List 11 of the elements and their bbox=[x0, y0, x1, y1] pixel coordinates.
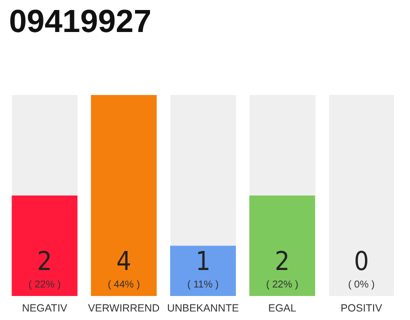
chart-title: 09419927 bbox=[9, 3, 152, 39]
x-tick-label: EGAL bbox=[268, 302, 296, 314]
x-tick-label: VERWIRREND bbox=[88, 302, 160, 314]
x-tick-label: NEGATIV bbox=[22, 302, 68, 314]
data-label: 1 ( 11% ) bbox=[187, 247, 219, 290]
data-label: 2 ( 22% ) bbox=[266, 247, 298, 290]
x-tick-label: POSITIV bbox=[340, 302, 382, 314]
data-label: 2 ( 22% ) bbox=[28, 247, 61, 290]
x-tick-label: UNBEKANNTE bbox=[167, 302, 239, 314]
data-label: 0 ( 0% ) bbox=[348, 247, 375, 290]
data-label: 4 ( 44% ) bbox=[108, 247, 140, 290]
